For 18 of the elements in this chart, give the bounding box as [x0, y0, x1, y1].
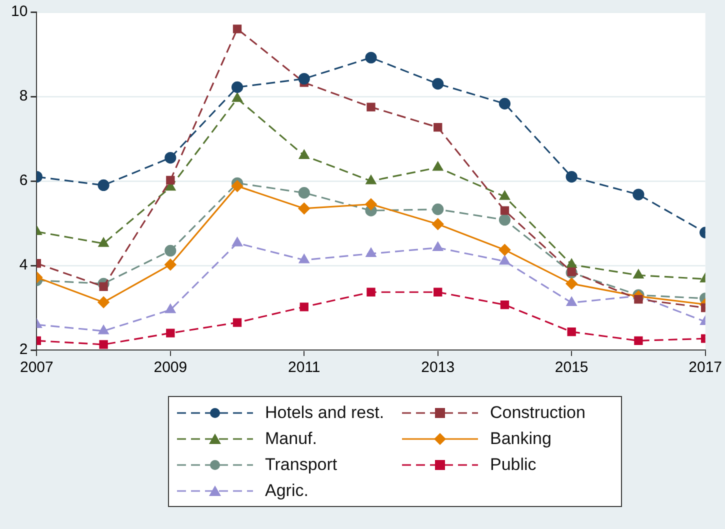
x-tick-label: 2011: [288, 359, 320, 376]
legend-label: Hotels and rest.: [265, 402, 384, 422]
legend-label: Banking: [490, 428, 552, 448]
y-tick-label: 2: [19, 341, 28, 358]
legend-label: Public: [490, 454, 536, 474]
x-tick-label: 2013: [421, 359, 455, 376]
legend-label: Construction: [490, 402, 586, 422]
legend-label: Manuf.: [265, 428, 317, 448]
y-tick-label: 10: [10, 3, 28, 20]
legend-label: Agric.: [265, 480, 308, 500]
x-tick-label: 2017: [688, 359, 722, 376]
x-tick-label: 2015: [554, 359, 588, 376]
y-tick-label: 4: [19, 256, 28, 274]
y-tick-label: 8: [19, 88, 28, 105]
x-tick-label: 2009: [154, 359, 188, 376]
y-tick-label: 6: [19, 172, 28, 190]
legend-label: Transport: [265, 454, 338, 474]
x-tick-label: 2007: [20, 359, 54, 376]
